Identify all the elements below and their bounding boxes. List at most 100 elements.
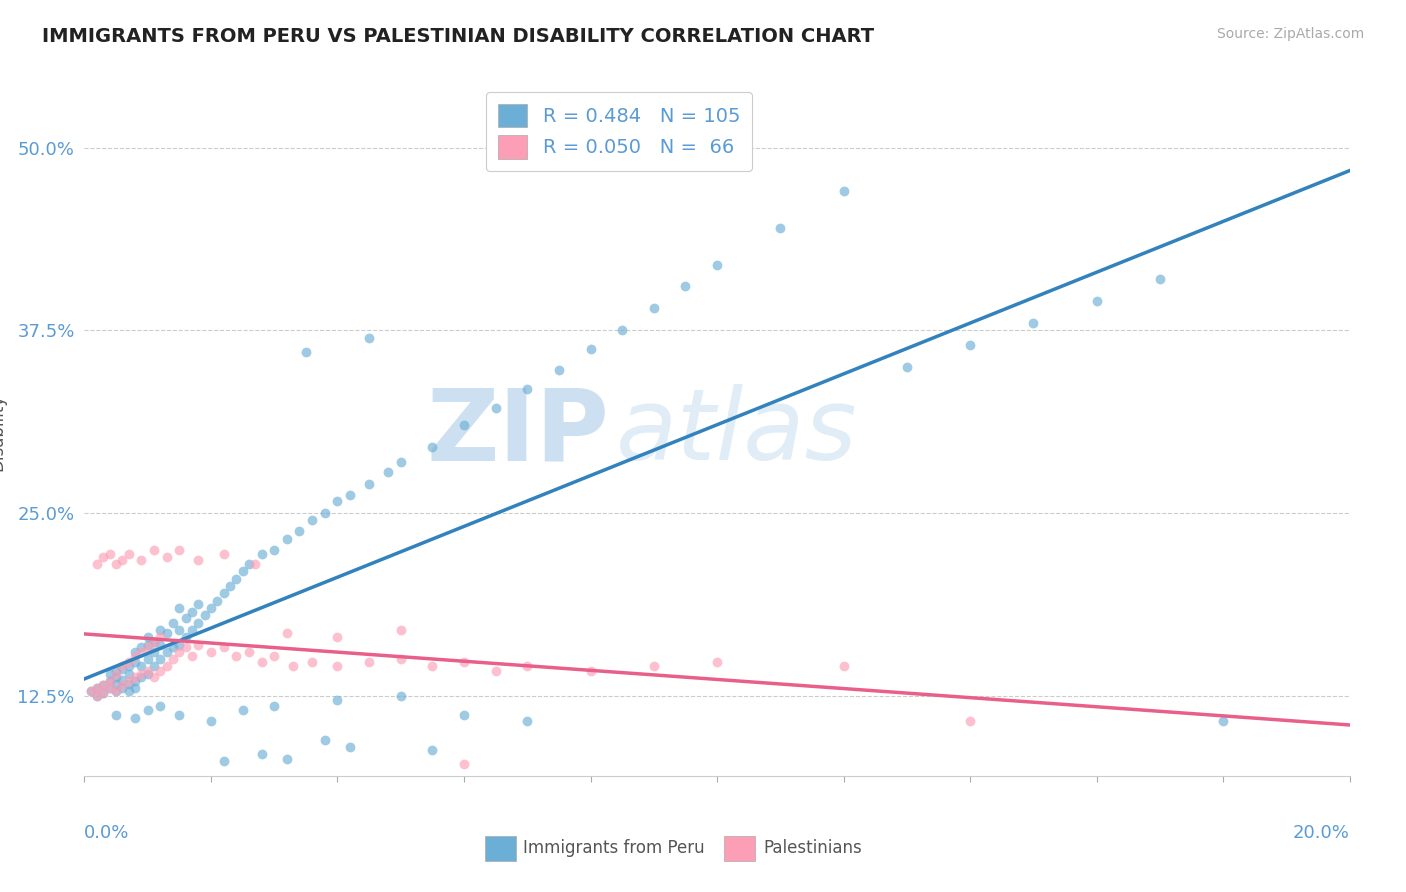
- Point: [162, 640, 184, 655]
- Point: [105, 557, 127, 571]
- Point: [86, 681, 108, 696]
- Point: [143, 670, 166, 684]
- Point: [422, 659, 444, 673]
- Point: [143, 634, 166, 648]
- Point: [281, 659, 305, 673]
- Point: [212, 755, 235, 769]
- Point: [105, 664, 127, 678]
- Point: [250, 655, 273, 669]
- Text: Immigrants from Peru: Immigrants from Peru: [523, 839, 704, 857]
- Point: [377, 465, 399, 479]
- Point: [169, 623, 191, 637]
- Point: [105, 666, 127, 681]
- Point: [155, 549, 177, 564]
- Point: [155, 645, 177, 659]
- Point: [832, 659, 855, 673]
- Point: [516, 714, 538, 728]
- Point: [136, 652, 159, 666]
- Point: [484, 401, 508, 415]
- Point: [143, 634, 166, 648]
- Point: [98, 681, 121, 696]
- Text: ZIP: ZIP: [426, 384, 610, 481]
- Point: [643, 659, 665, 673]
- Point: [111, 678, 134, 692]
- Point: [136, 703, 159, 717]
- Point: [124, 710, 146, 724]
- Point: [143, 659, 166, 673]
- Point: [263, 542, 285, 557]
- Point: [124, 649, 146, 664]
- Point: [200, 601, 222, 615]
- Point: [250, 547, 273, 561]
- Point: [93, 549, 115, 564]
- Point: [86, 689, 108, 703]
- Point: [212, 547, 235, 561]
- Point: [276, 751, 298, 765]
- Point: [238, 557, 260, 571]
- Point: [124, 670, 146, 684]
- Point: [98, 681, 121, 696]
- Point: [250, 747, 273, 761]
- Point: [136, 638, 159, 652]
- Point: [129, 666, 153, 681]
- Point: [1022, 316, 1045, 330]
- Point: [111, 659, 134, 673]
- Point: [118, 547, 141, 561]
- Point: [579, 664, 602, 678]
- Point: [118, 684, 141, 698]
- Legend: R = 0.484   N = 105, R = 0.050   N =  66: R = 0.484 N = 105, R = 0.050 N = 66: [486, 92, 752, 170]
- Point: [706, 258, 728, 272]
- Point: [118, 674, 141, 689]
- Point: [339, 488, 361, 502]
- Point: [389, 652, 412, 666]
- Point: [155, 659, 177, 673]
- Text: atlas: atlas: [616, 384, 858, 481]
- Point: [357, 331, 380, 345]
- Point: [288, 524, 311, 538]
- Point: [453, 707, 475, 722]
- Point: [389, 455, 412, 469]
- Point: [124, 645, 146, 659]
- Point: [187, 597, 209, 611]
- Point: [484, 664, 508, 678]
- Point: [98, 547, 121, 561]
- Point: [193, 608, 217, 623]
- Point: [129, 553, 153, 567]
- Point: [174, 640, 197, 655]
- Point: [959, 338, 981, 352]
- Point: [276, 533, 298, 547]
- Point: [129, 659, 153, 673]
- Point: [238, 645, 260, 659]
- Point: [136, 640, 159, 655]
- Point: [579, 343, 602, 357]
- Point: [326, 693, 349, 707]
- Point: [169, 707, 191, 722]
- Point: [118, 677, 141, 691]
- Point: [706, 655, 728, 669]
- Point: [959, 714, 981, 728]
- Point: [187, 615, 209, 630]
- Point: [124, 681, 146, 696]
- Point: [155, 625, 177, 640]
- Text: 0.0%: 0.0%: [84, 824, 129, 842]
- Point: [832, 185, 855, 199]
- Point: [111, 553, 134, 567]
- Point: [143, 645, 166, 659]
- Point: [169, 638, 191, 652]
- Point: [111, 681, 134, 696]
- Point: [129, 645, 153, 659]
- Point: [453, 757, 475, 772]
- Point: [79, 684, 103, 698]
- Point: [301, 655, 323, 669]
- Point: [105, 684, 127, 698]
- Point: [180, 606, 204, 620]
- Point: [516, 382, 538, 396]
- Point: [326, 630, 349, 644]
- Point: [105, 677, 127, 691]
- Point: [143, 542, 166, 557]
- Point: [98, 674, 121, 689]
- Point: [118, 659, 141, 673]
- Point: [225, 572, 247, 586]
- Point: [174, 611, 197, 625]
- Point: [276, 625, 298, 640]
